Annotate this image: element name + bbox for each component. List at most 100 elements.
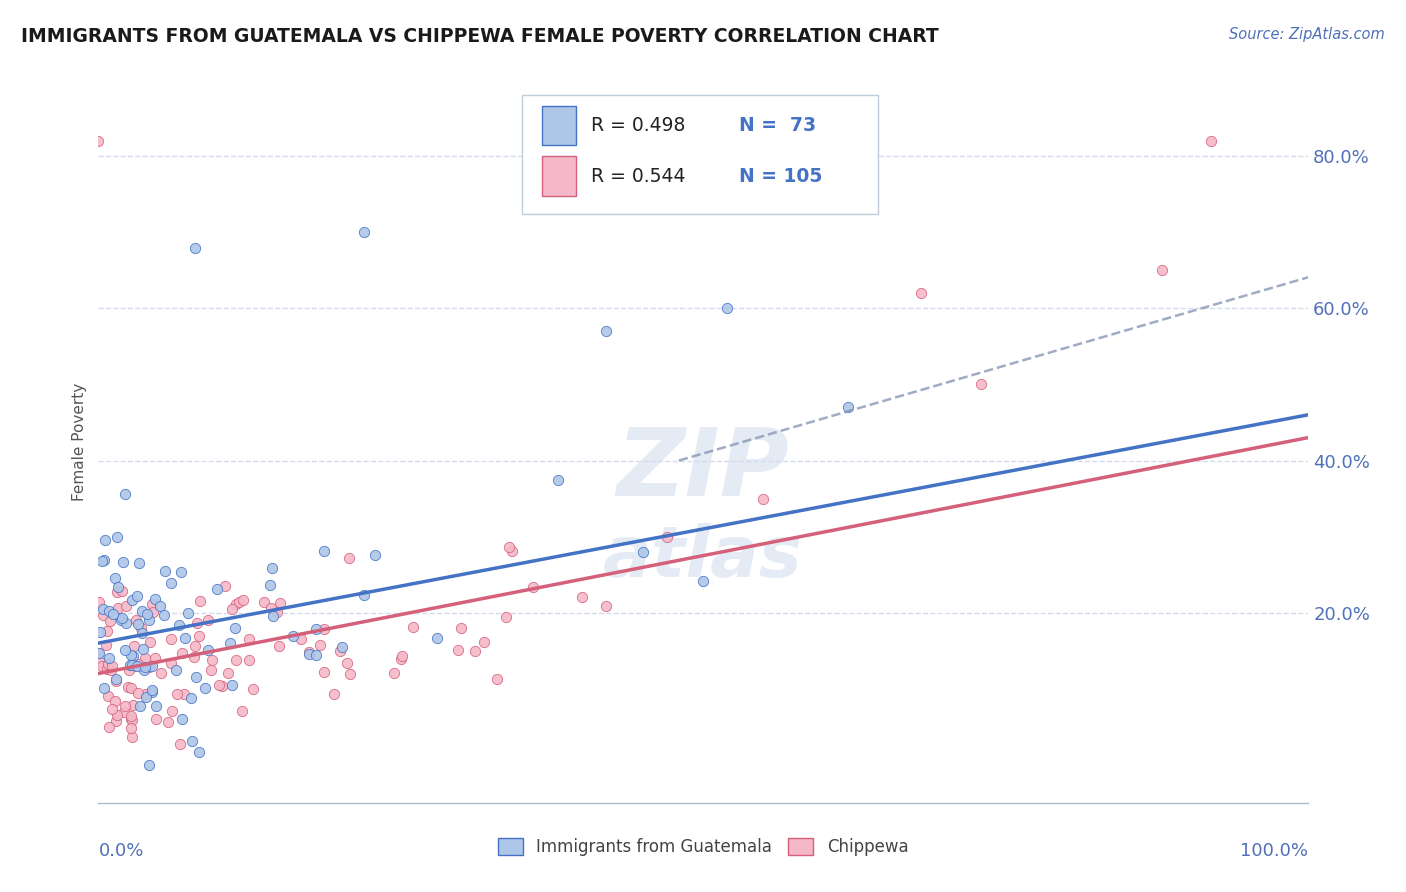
Point [186, 670, 208, 684]
Point [97, 604, 120, 618]
Point [262, 561, 284, 575]
Point [97, 651, 120, 665]
Point [91, 554, 114, 568]
Point [305, 648, 328, 662]
Point [312, 665, 335, 680]
Point [111, 584, 134, 599]
Point [214, 579, 236, 593]
Point [127, 659, 149, 673]
Point [219, 636, 242, 650]
Point [298, 648, 321, 662]
Point [595, 324, 617, 338]
Point [141, 658, 163, 673]
Point [87, 134, 110, 148]
Point [149, 599, 172, 613]
Point [391, 648, 413, 663]
Point [267, 639, 290, 653]
Text: 100.0%: 100.0% [1240, 842, 1308, 860]
Point [114, 599, 136, 613]
Point [314, 544, 336, 558]
Point [910, 286, 932, 301]
Point [322, 687, 344, 701]
Point [314, 622, 336, 636]
Point [107, 580, 129, 594]
Point [1152, 263, 1174, 277]
Point [105, 708, 128, 723]
Point [201, 653, 224, 667]
Point [173, 687, 195, 701]
Point [97, 720, 120, 734]
Point [170, 712, 193, 726]
Point [262, 609, 284, 624]
Point [1199, 134, 1222, 148]
Point [112, 705, 135, 719]
Point [101, 607, 124, 622]
Point [330, 640, 353, 654]
Point [128, 556, 150, 570]
Point [138, 613, 160, 627]
Point [402, 619, 425, 633]
Point [571, 591, 593, 605]
Point [225, 652, 247, 666]
Point [170, 565, 193, 579]
Point [141, 682, 163, 697]
Point [131, 626, 153, 640]
Point [122, 639, 145, 653]
Point [120, 721, 142, 735]
Point [134, 690, 156, 704]
Point [389, 652, 412, 666]
Point [238, 653, 260, 667]
Point [89, 624, 111, 639]
Point [166, 687, 188, 701]
Point [120, 681, 142, 695]
Point [162, 705, 184, 719]
Point [498, 540, 520, 554]
Point [184, 241, 207, 255]
Point [134, 650, 156, 665]
Point [752, 491, 775, 506]
Point [290, 632, 312, 647]
Text: N = 105: N = 105 [740, 167, 823, 186]
Point [211, 679, 233, 693]
Point [269, 596, 291, 610]
Point [143, 592, 166, 607]
Text: R = 0.544: R = 0.544 [591, 167, 685, 186]
Point [364, 548, 387, 562]
Point [136, 607, 159, 621]
Point [143, 651, 166, 665]
Point [121, 730, 143, 744]
Point [655, 530, 678, 544]
Point [266, 605, 288, 619]
Point [93, 601, 115, 615]
FancyBboxPatch shape [543, 105, 576, 145]
Point [177, 607, 200, 621]
Point [464, 644, 486, 658]
Point [142, 605, 165, 619]
Point [970, 377, 993, 392]
Point [121, 713, 143, 727]
Point [117, 681, 139, 695]
Point [298, 645, 321, 659]
Point [104, 672, 127, 686]
Point [197, 642, 219, 657]
Point [93, 681, 115, 695]
Point [329, 643, 352, 657]
Point [353, 588, 375, 602]
Point [125, 589, 148, 603]
Point [150, 665, 173, 680]
Point [180, 734, 202, 748]
Point [91, 659, 114, 673]
Point [173, 631, 195, 645]
Point [194, 681, 217, 695]
Point [217, 666, 239, 681]
Point [336, 657, 359, 671]
Point [165, 663, 187, 677]
Point [353, 226, 375, 240]
Point [183, 639, 205, 653]
Point [305, 622, 328, 636]
Point [127, 686, 149, 700]
Point [160, 656, 183, 670]
Legend: Immigrants from Guatemala, Chippewa: Immigrants from Guatemala, Chippewa [491, 831, 915, 863]
Point [114, 699, 136, 714]
Point [118, 663, 141, 677]
